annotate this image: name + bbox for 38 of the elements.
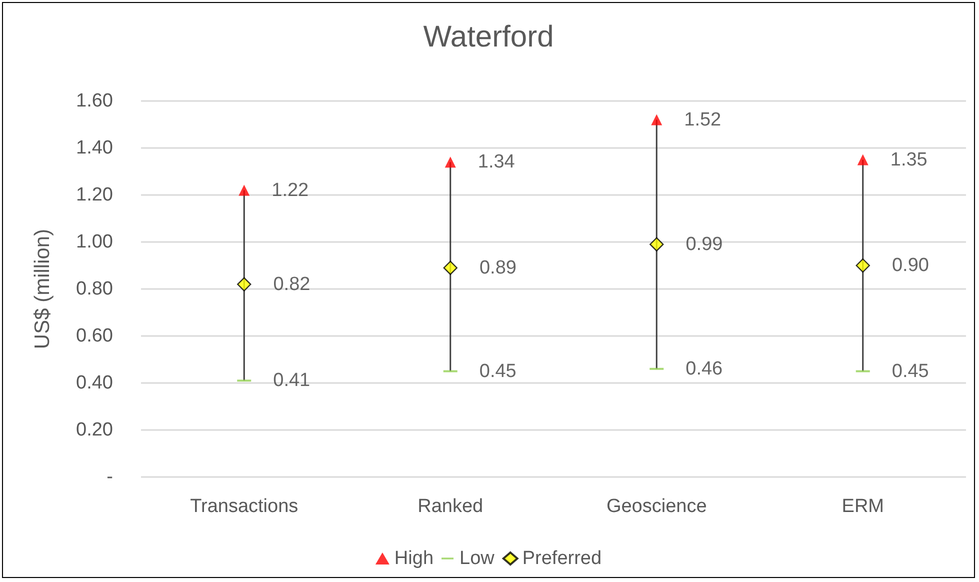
chart-title: Waterford [423, 20, 554, 54]
data-label: 0.41 [273, 370, 310, 392]
point [443, 260, 458, 275]
point [857, 154, 868, 166]
legend-label: High [394, 548, 434, 569]
data-label: 0.89 [479, 257, 516, 278]
data-label: 0.46 [686, 358, 723, 380]
y-tick-label: 0.40 [76, 372, 113, 394]
y-tick-label: - [106, 466, 113, 488]
x-tick-label: Transactions [190, 496, 298, 517]
data-label: 0.99 [686, 234, 723, 255]
y-tick-label: 1.60 [76, 90, 113, 112]
point [237, 277, 252, 292]
legend-label: Low [460, 548, 495, 569]
y-axis-title: US$ (million) [31, 228, 54, 350]
y-tick-label: 0.60 [76, 326, 113, 346]
y-tick-label: 0.80 [76, 278, 113, 300]
data-label: 1.52 [684, 109, 722, 130]
point [650, 237, 664, 252]
data-label: 1.35 [890, 149, 928, 170]
x-tick-label: Geoscience [606, 496, 707, 517]
x-tick-label: ERM [842, 496, 884, 517]
data-label: 0.82 [273, 274, 310, 295]
legend-label: Preferred [522, 548, 602, 569]
y-tick-label: 0.20 [76, 420, 113, 440]
point [651, 114, 662, 126]
data-label: 0.45 [892, 360, 929, 382]
data-label: 1.34 [478, 152, 516, 173]
y-tick-label: 1.00 [76, 232, 113, 252]
y-tick-label: 1.20 [76, 184, 113, 206]
y-tick-label: 1.40 [76, 138, 113, 158]
point [856, 258, 870, 273]
data-label: 0.90 [892, 255, 929, 276]
x-tick-label: Ranked [418, 496, 484, 517]
point [444, 156, 456, 168]
data-label: 1.22 [272, 180, 309, 201]
data-label: 0.45 [479, 360, 516, 382]
point [238, 184, 250, 196]
